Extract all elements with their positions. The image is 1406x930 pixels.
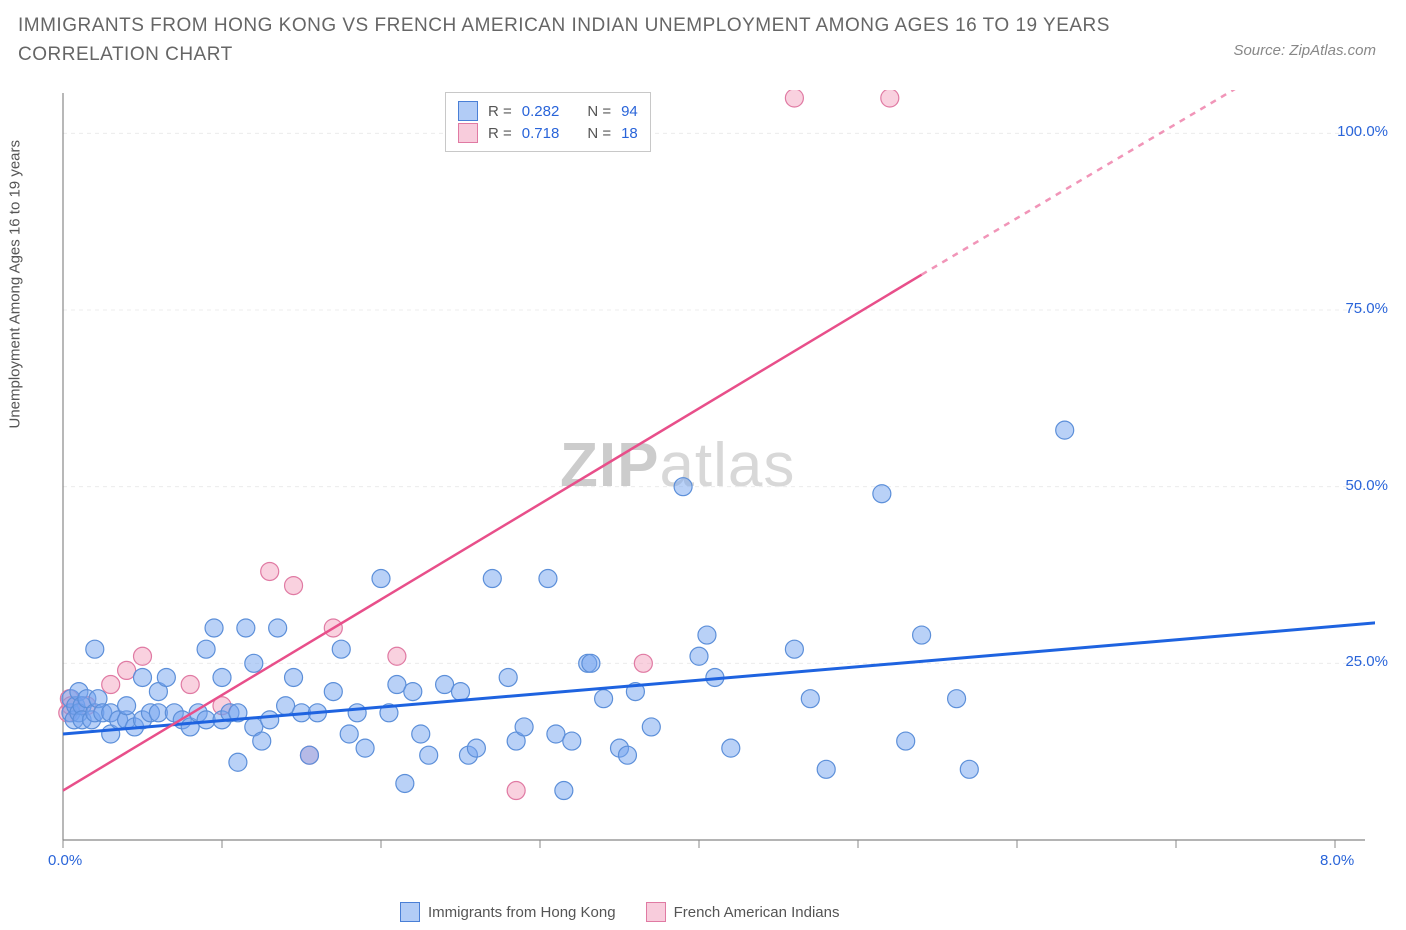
y-tick-label: 100.0%: [1337, 123, 1388, 140]
swatch-blue-icon: [458, 101, 478, 121]
r-value: 0.282: [522, 103, 560, 120]
swatch-blue-icon: [400, 902, 420, 922]
swatch-pink-icon: [646, 902, 666, 922]
legend-row-blue: R = 0.282 N = 94: [458, 101, 638, 121]
y-tick-label: 25.0%: [1345, 653, 1388, 670]
n-value: 94: [621, 103, 638, 120]
n-value: 18: [621, 125, 638, 142]
source-attribution: Source: ZipAtlas.com: [1233, 42, 1376, 59]
legend-row-pink: R = 0.718 N = 18: [458, 123, 638, 143]
y-tick-label: 50.0%: [1345, 477, 1388, 494]
scatter-plot: [55, 90, 1375, 860]
r-value: 0.718: [522, 125, 560, 142]
n-label: N =: [587, 103, 611, 120]
n-label: N =: [587, 125, 611, 142]
swatch-pink-icon: [458, 123, 478, 143]
r-label: R =: [488, 125, 512, 142]
x-tick-label: 0.0%: [48, 852, 82, 869]
correlation-legend: R = 0.282 N = 94 R = 0.718 N = 18: [445, 92, 651, 152]
legend-label: French American Indians: [674, 904, 840, 921]
y-axis-label: Unemployment Among Ages 16 to 19 years: [7, 140, 24, 429]
x-tick-label: 8.0%: [1320, 852, 1354, 869]
r-label: R =: [488, 103, 512, 120]
legend-label: Immigrants from Hong Kong: [428, 904, 616, 921]
chart-title: IMMIGRANTS FROM HONG KONG VS FRENCH AMER…: [18, 12, 1118, 69]
y-tick-label: 75.0%: [1345, 300, 1388, 317]
legend-item-pink: French American Indians: [646, 902, 840, 922]
series-legend: Immigrants from Hong Kong French America…: [400, 902, 840, 922]
legend-item-blue: Immigrants from Hong Kong: [400, 902, 616, 922]
